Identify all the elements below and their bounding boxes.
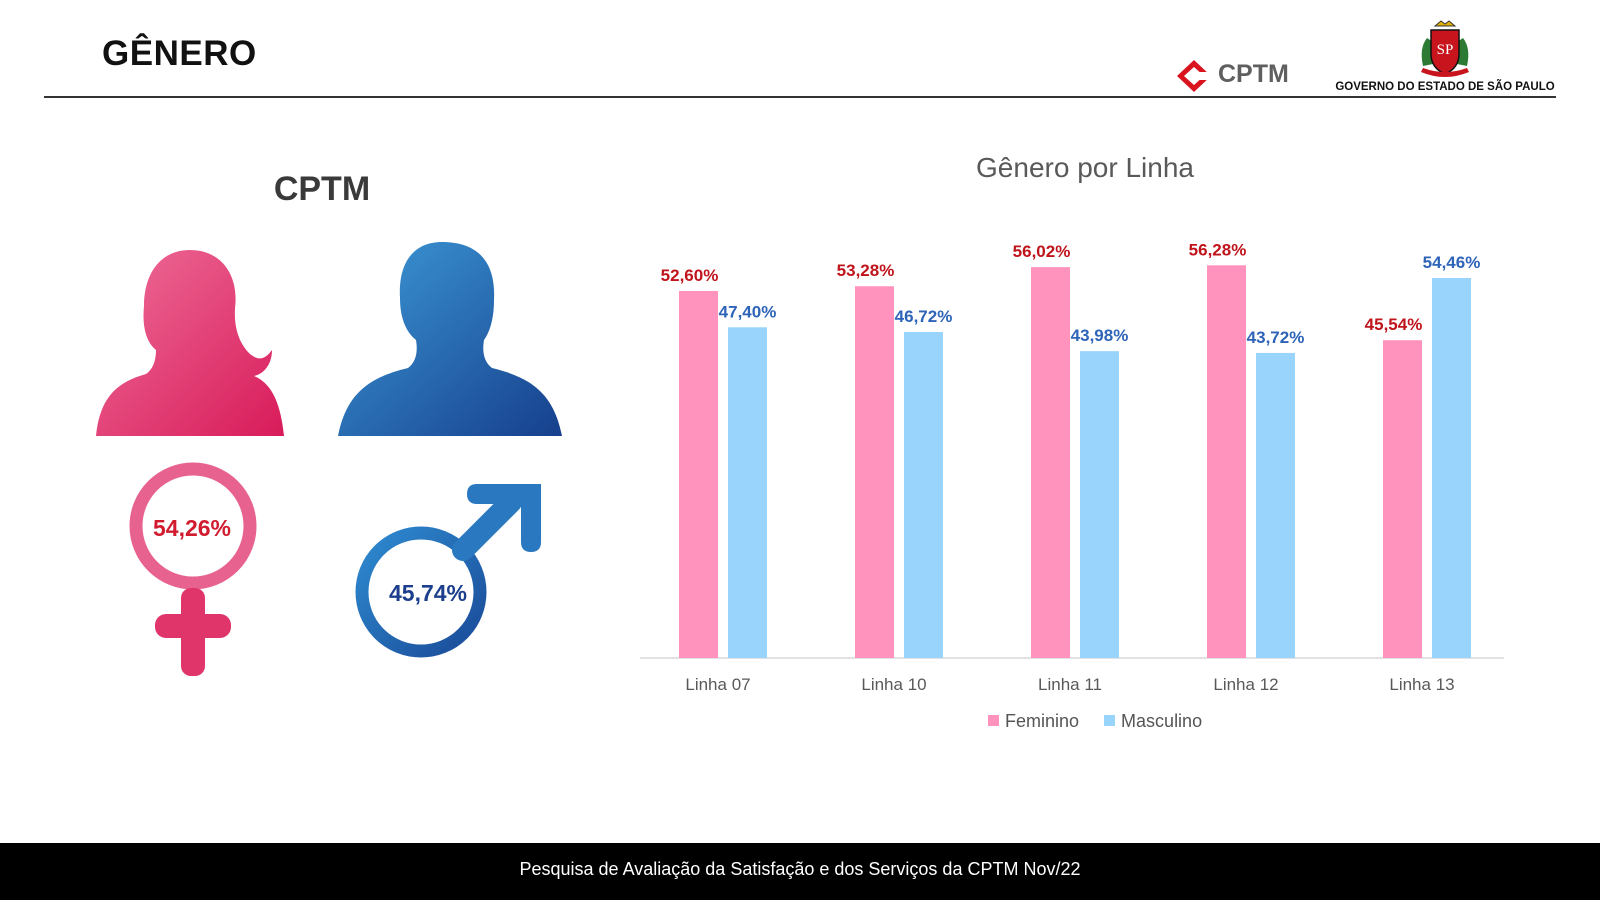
bar-feminino: [1031, 267, 1070, 658]
bar-masculino: [1432, 277, 1471, 658]
data-label-feminino: 56,02%: [1013, 242, 1071, 261]
bar-masculino: [1256, 352, 1295, 658]
x-tick-label: Linha 07: [685, 675, 750, 694]
sp-coat-of-arms-icon: SP: [1421, 20, 1469, 77]
bar-masculino: [1080, 351, 1119, 658]
title-divider: [44, 96, 1556, 98]
bar-feminino: [679, 290, 718, 658]
male-symbol-icon: [355, 484, 541, 658]
cptm-logo: CPTM: [1174, 58, 1298, 94]
legend-label-masculino: Masculino: [1121, 711, 1203, 731]
x-tick-label: Linha 12: [1213, 675, 1278, 694]
bar-masculino: [728, 327, 767, 658]
x-tick-label: Linha 11: [1038, 675, 1102, 694]
cptm-diamond-icon: [1177, 60, 1214, 92]
legend-label-feminino: Feminino: [1005, 711, 1080, 731]
svg-text:SP: SP: [1437, 42, 1454, 58]
data-label-masculino: 47,40%: [719, 302, 777, 321]
sp-caption: GOVERNO DO ESTADO DE SÃO PAULO: [1335, 81, 1555, 93]
male-percentage: 45,74%: [388, 580, 467, 606]
data-label-masculino: 43,72%: [1247, 328, 1305, 347]
sp-government-logo: SP GOVERNO DO ESTADO DE SÃO PAULO: [1330, 18, 1560, 98]
data-label-masculino: 43,98%: [1071, 326, 1129, 345]
female-silhouette-icon: [96, 250, 284, 436]
footer-text: Pesquisa de Avaliação da Satisfação e do…: [519, 859, 1081, 879]
legend-swatch-masculino: [1104, 715, 1116, 726]
bar-feminino: [1383, 340, 1422, 658]
chart-title: Gênero por Linha: [976, 152, 1194, 183]
bar-feminino: [855, 286, 894, 658]
summary-title: CPTM: [273, 170, 371, 208]
bar-feminino: [1207, 265, 1246, 658]
data-label-masculino: 54,46%: [1423, 253, 1481, 272]
data-label-feminino: 52,60%: [661, 266, 719, 285]
gender-by-line-chart: 52,60%47,40% Linha 07 53,28% 46,72% Linha 10…: [640, 240, 1504, 694]
legend-item-masculino: Masculino: [1104, 711, 1202, 732]
footer-bar: Pesquisa de Avaliação da Satisfação e do…: [0, 843, 1600, 900]
female-symbol-icon: [129, 462, 257, 676]
data-label-masculino: 46,72%: [895, 307, 953, 326]
female-percentage: 54,26%: [152, 515, 231, 541]
data-label-feminino: 56,28%: [1189, 240, 1247, 259]
data-label-feminino: 45,54%: [1365, 315, 1423, 334]
chart-legend: Feminino Masculino: [988, 711, 1222, 732]
bar-masculino: [904, 332, 943, 658]
x-tick-label: Linha 13: [1389, 675, 1454, 694]
male-silhouette-icon: [338, 242, 562, 436]
data-label-feminino: 53,28%: [837, 261, 895, 280]
x-tick-label: Linha 10: [861, 675, 926, 694]
legend-swatch-feminino: [988, 715, 999, 726]
cptm-logo-text: CPTM: [1218, 60, 1289, 88]
page-title: GÊNERO: [102, 34, 257, 73]
legend-item-feminino: Feminino: [988, 711, 1079, 732]
